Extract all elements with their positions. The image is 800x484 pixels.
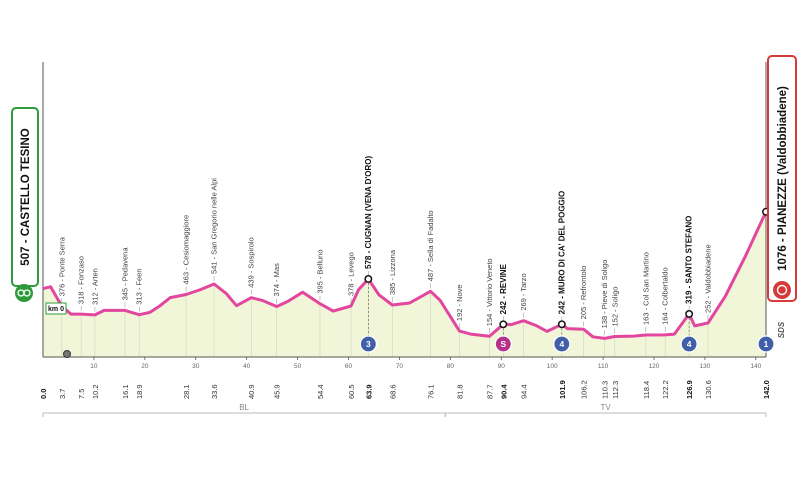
region-label: BL: [239, 403, 249, 412]
x-tick-label: 80: [447, 363, 455, 370]
km-marker-label: 68.6: [388, 384, 397, 399]
climb-category-badge: [359, 335, 377, 353]
km-marker-label: 106.2: [580, 380, 589, 399]
waypoint-label: 345 - Pedavena: [120, 247, 129, 301]
profile-line: [42, 211, 768, 340]
km-marker-label: 81.8: [455, 384, 464, 399]
km-marker-label: 45.9: [273, 384, 282, 399]
x-tick-label: 20: [141, 363, 149, 370]
finish-name-box: [767, 55, 797, 302]
waypoint-label: 163 - Col San Martino: [641, 252, 650, 325]
climb-category-label: 4: [559, 339, 564, 349]
start-icon-wheel: [23, 289, 31, 297]
waypoint-label: 487 - Sella di Fadalto: [426, 210, 435, 281]
climb-category-label: 4: [687, 339, 692, 349]
waypoint-label: 378 - Levego: [347, 252, 356, 296]
climb-label: 319 - SANTO STEFANO: [685, 216, 694, 304]
climb-summit-marker: [364, 275, 373, 283]
x-tick-label: 130: [699, 363, 710, 370]
km-marker-label: 63.9: [364, 384, 373, 399]
km-marker-label: 28.1: [182, 384, 191, 399]
climb-summit-marker: [557, 320, 566, 329]
x-tick-label: 30: [192, 363, 200, 370]
waypoint-label: 541 - San Gregorio nelle Alpi: [210, 178, 219, 274]
km-marker-label: 0.0: [39, 389, 48, 399]
finish-name-label: 1076 - PIANEZZE (Valdobbiadene): [777, 86, 789, 271]
km-marker-label: 7.5: [77, 389, 86, 399]
waypoint-label: 385 - Lizzona: [388, 249, 397, 295]
km-marker-label: 3.7: [58, 389, 67, 399]
km-marker-label: 126.9: [685, 380, 694, 399]
km-marker-label: 118.4: [642, 381, 651, 399]
x-tick-label: 40: [243, 363, 251, 370]
km-marker-label: 94.4: [520, 384, 529, 399]
km-marker-label: 112.3: [611, 381, 620, 399]
km0-box: [45, 302, 67, 315]
profile-fill: [43, 211, 766, 357]
waypoint-label: 154 - Vittorio Veneto: [485, 258, 494, 326]
x-tick-label: 90: [498, 363, 506, 370]
waypoint-label: 374 - Mas: [272, 263, 281, 297]
km-marker-label: 18.9: [135, 384, 144, 399]
km-marker-label: 10.2: [91, 384, 100, 399]
km-marker-label: 87.7: [486, 384, 495, 399]
km-marker-label: 142.0: [762, 380, 771, 399]
waypoint-label: 376 - Ponte Serra: [57, 236, 66, 296]
climb-summit-marker: [685, 309, 694, 318]
waypoint-label: 252 - Valdobbiadene: [703, 244, 712, 313]
x-tick-label: 10: [90, 363, 98, 370]
km-marker-label: 122.2: [661, 380, 670, 399]
climb-label: 578 - CUGNAN (VENA D'ORO): [364, 155, 373, 269]
finish-icon: [773, 281, 791, 299]
km-marker-label: 90.4: [499, 384, 508, 399]
climb-label: 242 - REVINE: [499, 263, 508, 314]
waypoint-label: 192 - Nove: [455, 284, 464, 321]
km-marker-label: 60.5: [347, 384, 356, 399]
km0-label: km 0: [48, 306, 64, 313]
finish-icon-target: [776, 284, 788, 296]
x-tick-label: 70: [396, 363, 404, 370]
waypoint-label: 164 - Colbertaldo: [661, 267, 670, 325]
x-tick-label: 140: [750, 363, 761, 370]
x-tick-label: 120: [649, 363, 660, 370]
km0-marker: [63, 350, 71, 358]
waypoint-label: 152 - Soligo: [610, 286, 619, 326]
km-marker-label: 76.1: [426, 384, 435, 399]
climb-category-badge: [553, 335, 571, 353]
km-marker-label: 101.9: [558, 380, 567, 399]
km-marker-label: 130.6: [704, 380, 713, 399]
waypoint-label: 269 - Tarzo: [519, 273, 528, 310]
climb-summit-marker: [499, 320, 508, 329]
km-marker-label: 110.3: [601, 381, 610, 399]
climb-category-label: 3: [366, 339, 371, 349]
km-marker-label: 40.9: [247, 384, 256, 399]
waypoint-label: 313 - Feen: [135, 268, 144, 304]
climb-category-badge: [680, 335, 698, 353]
start-name-label: 507 - CASTELLO TESINO: [20, 128, 32, 265]
x-tick-label: 110: [598, 363, 609, 370]
x-tick-label: 50: [294, 363, 302, 370]
km-marker-label: 16.1: [121, 384, 130, 399]
finish-category-badge: [757, 335, 775, 353]
region-label: TV: [600, 403, 611, 412]
waypoint-label: 463 - Cesiomaggiore: [182, 215, 191, 285]
finish-category-label: 1: [764, 339, 769, 349]
waypoint-label: 312 - Arten: [90, 268, 99, 305]
waypoint-label: 395 - Belluno: [315, 249, 324, 293]
waypoint-label: 205 - Refrontolo: [579, 266, 588, 320]
climb-category-badge: [494, 335, 512, 353]
climb-label: 242 - MURO DI CA' DEL POGGIO: [557, 191, 566, 315]
x-tick-label: 100: [547, 363, 558, 370]
climb-category-label: S: [500, 339, 506, 349]
finish-sponsor-label: SDS: [777, 321, 786, 338]
waypoint-label: 439 - Sospirolo: [247, 237, 256, 287]
km-marker-label: 33.6: [210, 384, 219, 399]
waypoint-label: 318 - Fonzaso: [77, 256, 86, 304]
waypoint-label: 138 - Pieve di Soligo: [600, 260, 609, 329]
x-tick-label: 60: [345, 363, 353, 370]
km-marker-label: 54.4: [316, 384, 325, 399]
